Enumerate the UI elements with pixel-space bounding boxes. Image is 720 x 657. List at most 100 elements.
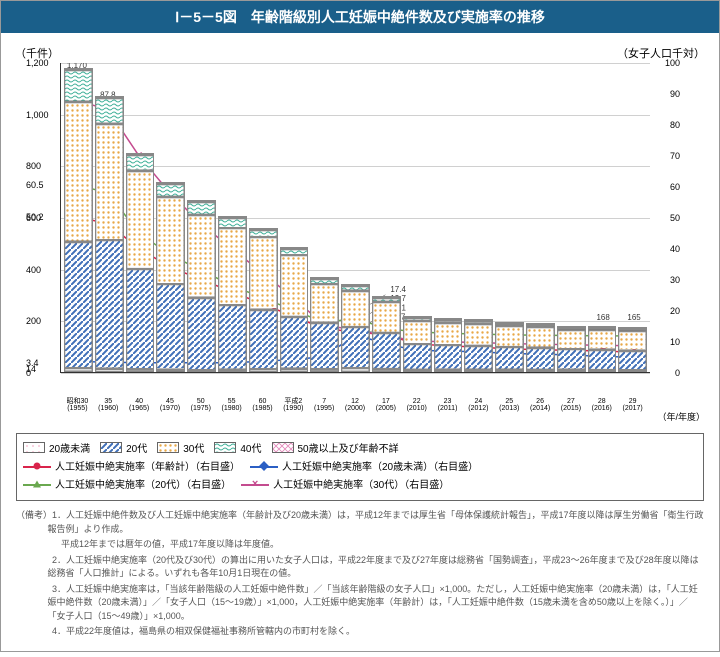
bar-col xyxy=(187,200,216,372)
bar-col xyxy=(403,316,432,372)
bar-segment xyxy=(249,369,278,372)
footnotes: （備考）1．人工妊娠中絶件数及び人工妊娠中絶実施率（年齢計及び20歳未満）は，平… xyxy=(16,509,704,639)
bar-segment xyxy=(126,269,155,370)
bar-segment xyxy=(280,255,309,317)
x-tick-label: 35(1960) xyxy=(94,398,123,413)
bar-col xyxy=(495,322,524,372)
bar-segment xyxy=(372,333,401,369)
footnote-line: 4．平成22年度値は，福島県の相双保健福祉事務所管轄内の市町村を除く。 xyxy=(16,625,704,639)
bar-segment xyxy=(618,351,647,370)
x-tick-label: 25(2013) xyxy=(495,398,524,413)
footnote-line: （備考）1．人工妊娠中絶件数及び人工妊娠中絶実施率（年齢計及び20歳未満）は，平… xyxy=(16,509,704,536)
x-tick-label: 26(2014) xyxy=(526,398,555,413)
bar-segment xyxy=(618,370,647,372)
legend-item: 30代 xyxy=(157,440,204,455)
bar-segment xyxy=(526,348,555,370)
bar-segment xyxy=(434,370,463,372)
legend-item: 20代 xyxy=(100,440,147,455)
bar-segment xyxy=(218,218,247,228)
bar-segment xyxy=(464,324,493,346)
bar-segment xyxy=(434,323,463,346)
y-right-label: （女子人口千対） xyxy=(617,45,705,61)
x-labels: 昭和30(1955)35(1960)40(1965)45(1970)50(197… xyxy=(60,398,650,413)
bar-segment xyxy=(280,317,309,369)
bars-group xyxy=(61,63,650,372)
bar-col xyxy=(372,296,401,372)
footnote-line: 2．人工妊娠中絶実施率（20代及び30代）の算出に用いた女子人口は，平成22年度… xyxy=(16,554,704,581)
x-tick-label: 17(2005) xyxy=(371,398,400,413)
bar-segment xyxy=(95,240,124,369)
chart-area: 02004006008001,0001,200143.450.260.50102… xyxy=(60,63,650,373)
x-tick-label: 22(2010) xyxy=(402,398,431,413)
bar-segment xyxy=(495,370,524,372)
legend-item: 人工妊娠中絶実施率（年齢計）（右目盛） xyxy=(23,458,240,473)
bar-segment xyxy=(187,202,216,215)
legend-item: ×人工妊娠中絶実施率（30代）（右目盛） xyxy=(241,476,449,491)
bar-col xyxy=(557,326,586,372)
bar-segment xyxy=(126,171,155,269)
footnote-line: 平成12年までは暦年の値，平成17年度以降は年度値。 xyxy=(16,538,704,552)
bar-segment xyxy=(95,124,124,240)
legend-item: 40代 xyxy=(214,440,261,455)
bar-segment xyxy=(464,370,493,372)
bar-segment xyxy=(341,327,370,368)
x-tick-label: 昭和30(1955) xyxy=(63,398,92,413)
bar-segment xyxy=(156,284,185,369)
bar-segment xyxy=(618,331,647,350)
bar-segment xyxy=(156,370,185,372)
bar-segment xyxy=(557,330,586,349)
bar-segment xyxy=(249,237,278,309)
bar-segment xyxy=(464,346,493,370)
chart-title: Ⅰ－5－5図 年齢階級別人工妊娠中絶件数及び実施率の推移 xyxy=(1,1,719,33)
legend: 20歳未満 20代 30代 40代 50歳以上及び年齢不詳人工妊娠中絶実施率（年齢計）（… xyxy=(16,433,704,501)
chart-plot: （千件） （女子人口千対） 02004006008001,0001,200143… xyxy=(10,43,710,423)
x-tick-label: 12(2000) xyxy=(341,398,370,413)
bar-segment xyxy=(187,370,216,372)
bar-col xyxy=(126,153,155,372)
x-tick-label: 60(1985) xyxy=(248,398,277,413)
bar-col xyxy=(218,216,247,372)
bar-col xyxy=(310,277,339,372)
bar-segment xyxy=(280,369,309,372)
bar-segment xyxy=(526,327,555,348)
bar-segment xyxy=(557,349,586,370)
bar-segment xyxy=(588,350,617,370)
bar-col xyxy=(249,228,278,372)
bar-segment xyxy=(588,330,617,349)
bar-col xyxy=(95,96,124,372)
bar-segment xyxy=(341,291,370,327)
bar-col xyxy=(156,182,185,372)
bar-segment xyxy=(218,228,247,306)
bar-segment xyxy=(526,370,555,372)
legend-item: 50歳以上及び年齢不詳 xyxy=(272,440,399,455)
footnote-line: 3．人工妊娠中絶実施率は，「当該年齢階級の人工妊娠中絶件数」／「当該年齢階級の女… xyxy=(16,583,704,624)
bar-segment xyxy=(218,305,247,370)
bar-segment xyxy=(187,215,216,298)
x-tick-label: 29(2017) xyxy=(618,398,647,413)
x-tick-label: 27(2015) xyxy=(557,398,586,413)
bar-segment xyxy=(403,344,432,370)
bar-col xyxy=(280,247,309,372)
bar-col xyxy=(618,327,647,372)
x-tick-label: 24(2012) xyxy=(464,398,493,413)
x-tick-label: 55(1980) xyxy=(217,398,246,413)
x-tick-label: 28(2016) xyxy=(587,398,616,413)
chart-container: Ⅰ－5－5図 年齢階級別人工妊娠中絶件数及び実施率の推移 （千件） （女子人口千… xyxy=(0,0,720,652)
legend-item: 20歳未満 xyxy=(23,440,90,455)
bar-segment xyxy=(64,70,93,102)
bar-col xyxy=(526,323,555,372)
bar-segment xyxy=(156,184,185,197)
bar-segment xyxy=(372,369,401,372)
bar-segment xyxy=(249,230,278,237)
bar-col xyxy=(588,326,617,372)
bar-col xyxy=(64,68,93,372)
x-tick-label: 7(1995) xyxy=(310,398,339,413)
bar-col xyxy=(434,318,463,372)
x-tick-label: 40(1965) xyxy=(125,398,154,413)
bar-segment xyxy=(372,302,401,333)
bar-segment xyxy=(64,102,93,242)
bar-segment xyxy=(588,370,617,372)
x-tick-label: 45(1970) xyxy=(156,398,185,413)
bar-segment xyxy=(310,369,339,372)
bar-segment xyxy=(403,370,432,372)
